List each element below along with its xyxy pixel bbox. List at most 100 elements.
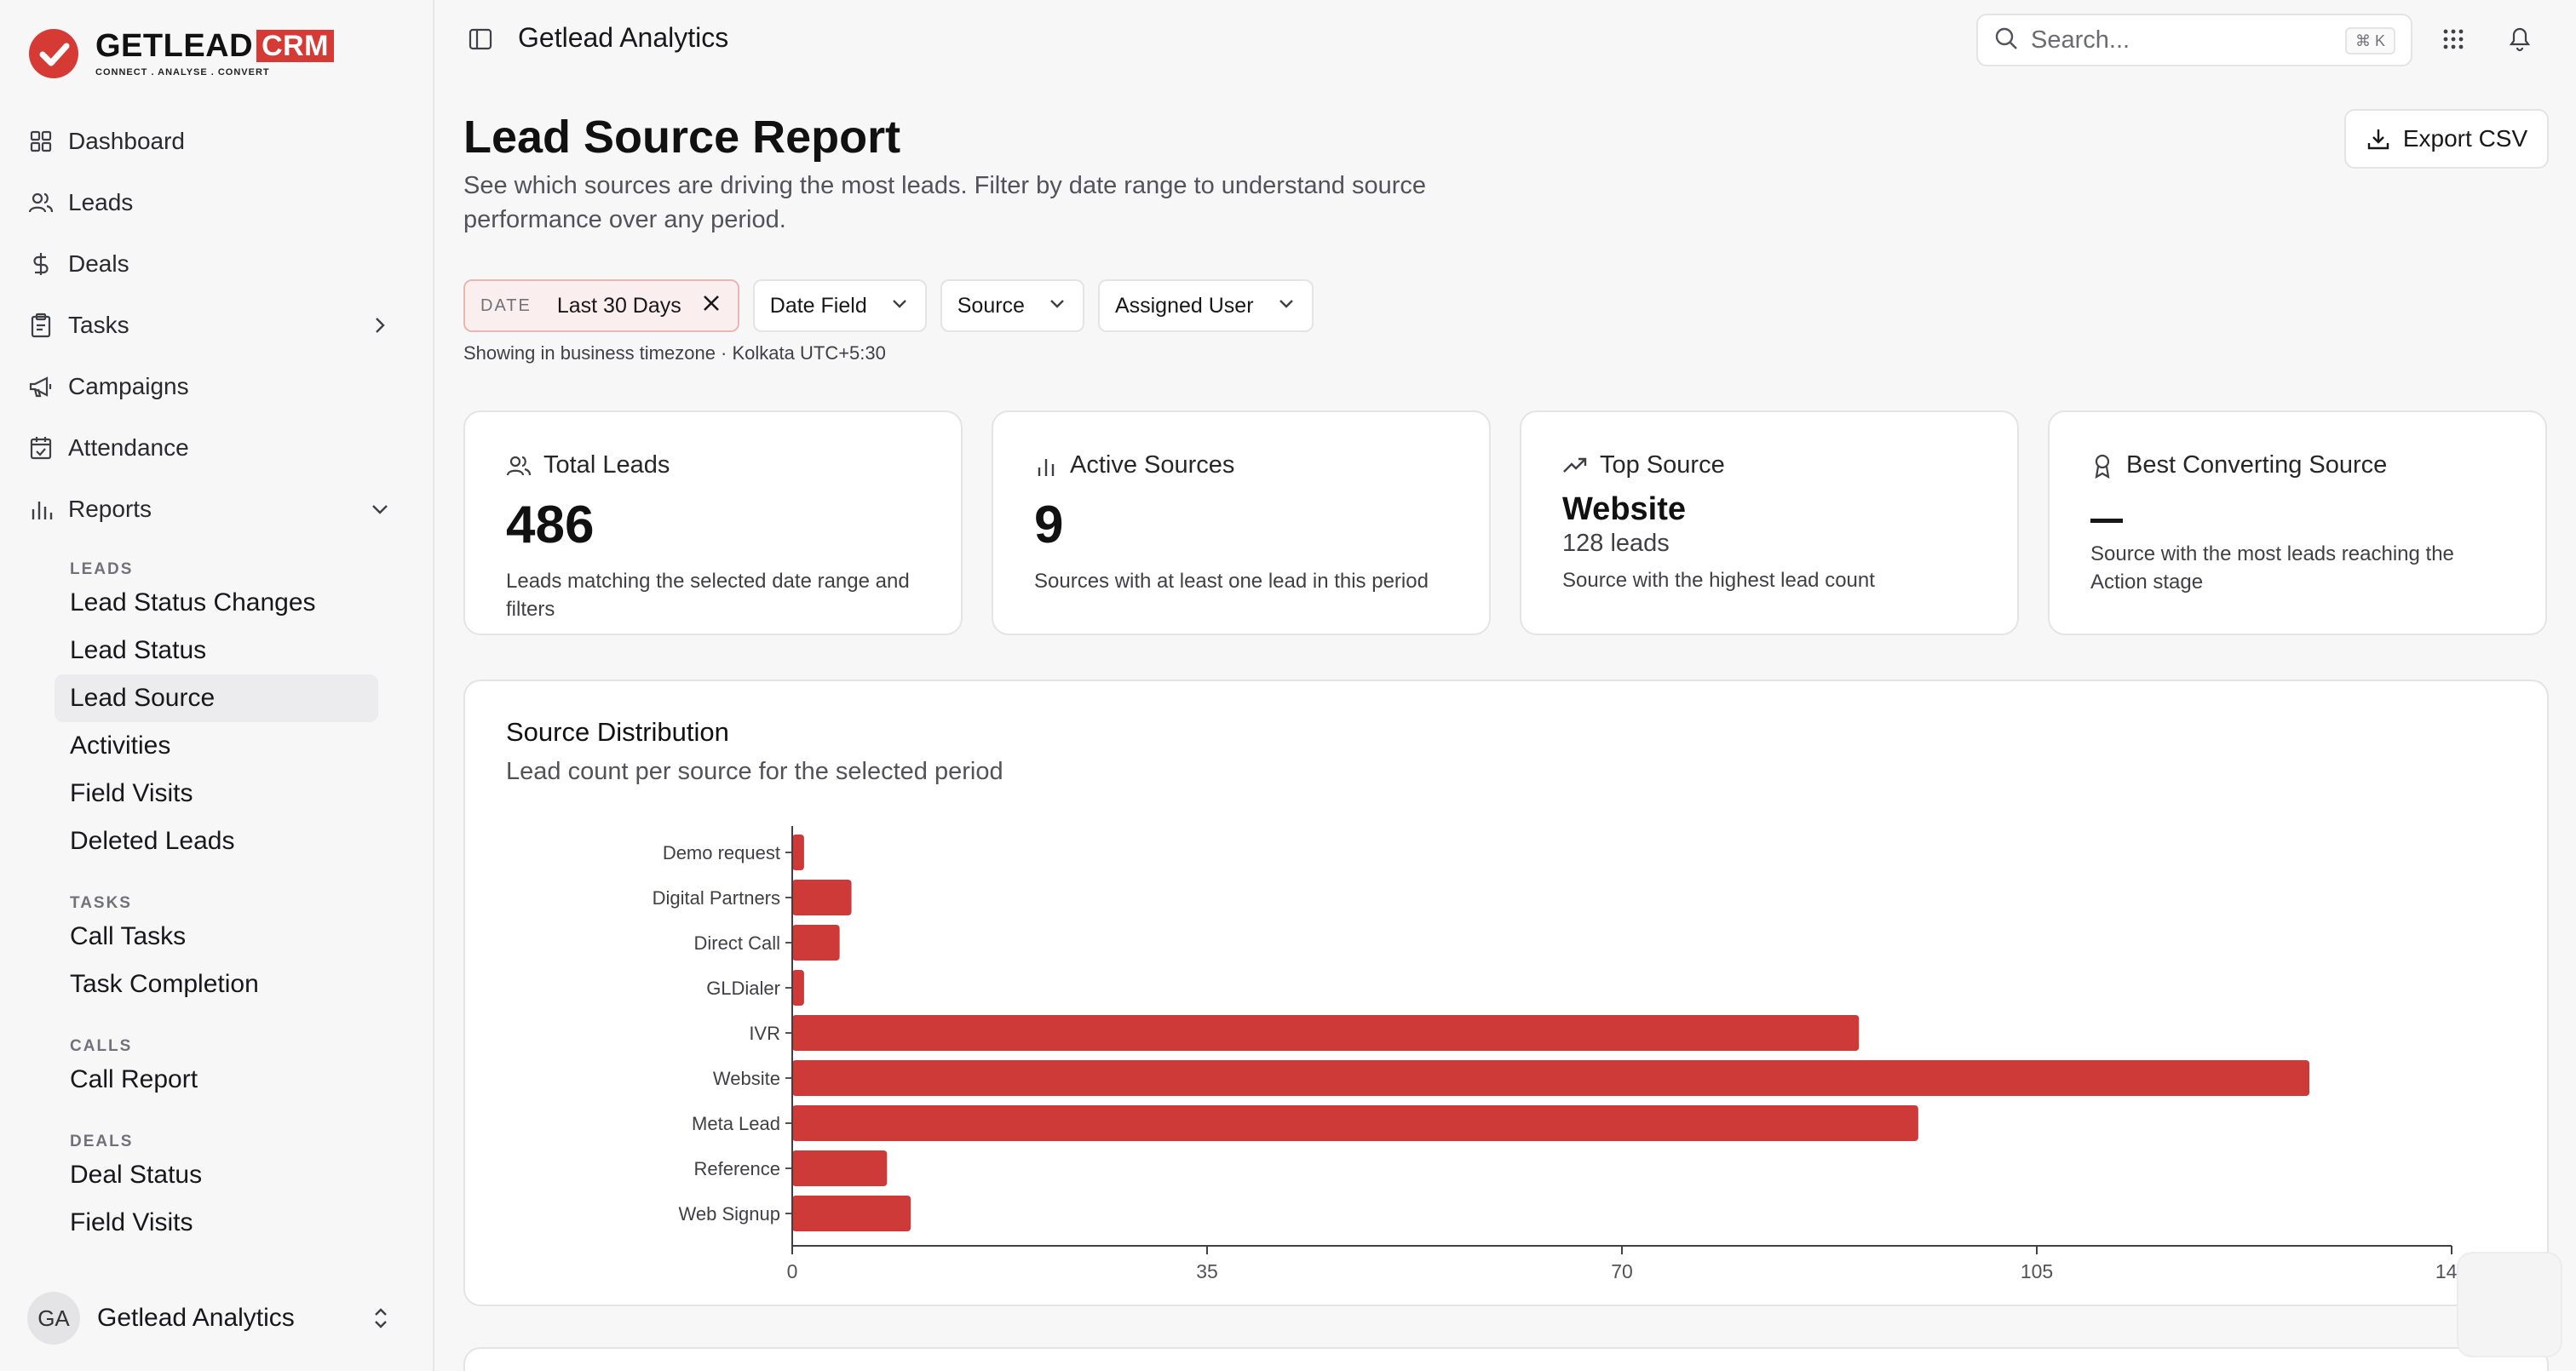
card-subvalue: 128 leads [1562,530,1670,557]
sidebar-item-leads[interactable]: Leads [27,172,407,233]
submenu-item-deal-status[interactable]: Deal Status [70,1161,203,1189]
sidebar-item-deals[interactable]: Deals [27,233,407,295]
sidebar-toggle-icon[interactable] [467,26,494,57]
submenu-item-call-tasks[interactable]: Call Tasks [70,922,187,950]
apps-grid-icon[interactable] [2440,26,2467,57]
best-converting-card: Best Converting Source Source with the m… [2048,410,2547,635]
users-icon [506,454,532,478]
submenu-item-activities[interactable]: Activities [70,731,171,760]
bar-direct-call[interactable] [792,925,840,961]
bar-gldialer[interactable] [792,970,804,1006]
bar-demo-request[interactable] [792,835,804,870]
y-tick-label: Meta Lead [692,1113,780,1134]
sidebar-item-reports[interactable]: Reports [27,479,407,540]
brand-logo[interactable]: GETLEAD CRM CONNECT . ANALYSE . CONVERT [29,29,334,78]
submenu-item-deleted-leads[interactable]: Deleted Leads [70,827,235,855]
stat-cards: Total Leads 486 Leads matching the selec… [463,410,2547,635]
assigned-user-dropdown[interactable]: Assigned User [1097,279,1314,332]
download-icon [2367,129,2389,150]
logo-check-icon [29,29,78,78]
users-icon [27,189,55,216]
submenu-item-deal-field-visits[interactable]: Field Visits [70,1208,193,1236]
chevron-down-icon[interactable] [366,496,394,523]
chevron-right-icon[interactable] [366,312,394,339]
bar-digital-partners[interactable] [792,880,852,915]
card-value: Website [1562,491,1687,527]
y-tick-label: Direct Call [694,932,780,954]
sidebar-item-tasks[interactable]: Tasks [27,295,407,356]
chevron-down-icon [1047,293,1067,319]
submenu-item-field-visits[interactable]: Field Visits [70,779,193,807]
date-filter-chip[interactable]: DATE Last 30 Days [463,279,739,332]
sidebar-item-attendance[interactable]: Attendance [27,417,407,479]
account-switcher[interactable]: GA Getlead Analytics [27,1291,407,1345]
sidebar-item-label: Tasks [68,312,129,338]
bar-ivr[interactable] [792,1015,1860,1051]
bar-chart-icon [1034,454,1058,478]
search-input[interactable]: Search... ⌘ K [1976,14,2412,66]
page-title: Lead Source Report [463,112,901,163]
sidebar-item-campaigns[interactable]: Campaigns [27,356,407,417]
source-dropdown[interactable]: Source [940,279,1084,332]
y-tick-label: Demo request [663,842,780,863]
floating-widget[interactable] [2457,1252,2562,1357]
sidebar-item-label: Deals [68,250,129,277]
sidebar-item-label: Reports [68,496,152,522]
submenu-item-lead-source[interactable]: Lead Source [55,674,378,722]
sidebar-item-label: Dashboard [68,128,185,154]
card-title: Active Sources [1070,451,1235,479]
sidebar-item-dashboard[interactable]: Dashboard [27,111,407,172]
brand-crm: CRM [256,30,334,62]
sidebar-item-label: Attendance [68,434,189,461]
topbar: Getlead Analytics Search... ⌘ K [434,0,2576,80]
filter-bar: DATE Last 30 Days Date Field Source Assi… [463,279,1314,332]
submenu-heading-tasks: TASKS [70,894,132,912]
y-tick-label: Digital Partners [653,887,780,909]
search-icon [1993,26,2019,55]
card-title: Top Source [1600,451,1725,479]
megaphone-icon [27,373,55,400]
calendar-check-icon [27,434,55,462]
submenu-item-task-completion[interactable]: Task Completion [70,970,259,998]
brand-tagline: CONNECT . ANALYSE . CONVERT [95,67,270,77]
assigned-user-label: Assigned User [1114,293,1254,318]
date-filter-value: Last 30 Days [556,293,681,318]
x-tick-label: 70 [1611,1260,1633,1282]
close-icon[interactable] [700,292,722,320]
next-section-card [463,1347,2549,1371]
brand-word: GETLEAD [95,28,254,64]
bar-website[interactable] [792,1060,2310,1096]
bar-chart-icon [27,496,55,523]
bar-reference[interactable] [792,1150,888,1186]
card-description: Source with the highest lead count [1562,569,1875,592]
reports-submenu: LEADS Lead Status Changes Lead Status Le… [27,547,407,1247]
search-placeholder: Search... [2031,26,2130,54]
submenu-heading-deals: DEALS [70,1133,134,1150]
chevrons-up-down-icon [368,1305,394,1336]
y-tick-label: GLDialer [706,978,780,999]
bar-web-signup[interactable] [792,1196,911,1231]
submenu-item-lead-status[interactable]: Lead Status [70,636,207,664]
submenu-item-lead-status-changes[interactable]: Lead Status Changes [70,588,316,617]
submenu-heading-leads: LEADS [70,560,134,578]
sidebar: GETLEAD CRM CONNECT . ANALYSE . CONVERT D… [0,0,434,1371]
total-leads-card: Total Leads 486 Leads matching the selec… [463,410,963,635]
submenu-item-call-report[interactable]: Call Report [70,1065,198,1093]
page-description: See which sources are driving the most l… [463,172,1426,233]
card-description: Source with the most leads reaching the … [2090,542,2454,594]
search-shortcut: ⌘ K [2344,27,2395,54]
bar-meta-lead[interactable] [792,1105,1918,1141]
y-tick-label: Reference [693,1158,780,1179]
app-title: Getlead Analytics [518,22,729,53]
date-field-dropdown[interactable]: Date Field [752,279,927,332]
export-csv-button[interactable]: Export CSV [2344,109,2549,169]
date-field-label: Date Field [769,293,867,318]
source-bar-chart: Demo request Digital Partners Direct Call G… [653,826,2468,1282]
chart-title: Source Distribution [506,717,729,747]
source-distribution-card: Source Distribution Lead count per sourc… [463,680,2549,1306]
chevron-down-icon [1276,293,1297,319]
chevron-down-icon [889,293,910,319]
active-sources-card: Active Sources 9 Sources with at least o… [992,410,1491,635]
sidebar-nav: Dashboard Leads Deals Tasks Campaigns At… [27,111,407,1247]
bell-icon[interactable] [2506,24,2533,57]
